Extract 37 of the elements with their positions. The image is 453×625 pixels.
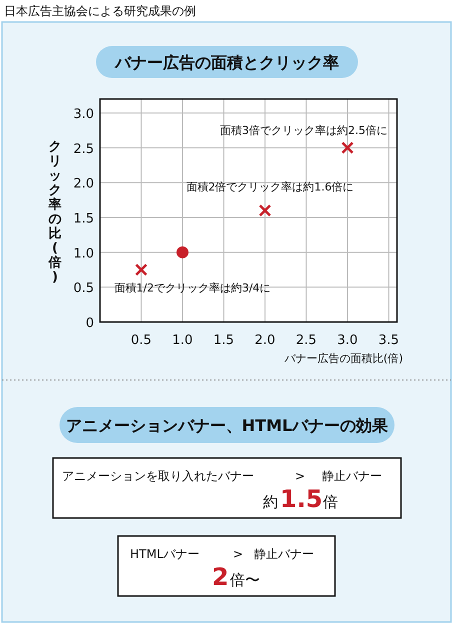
x-tick-label: 1.0	[172, 333, 193, 348]
y-tick-label: 0.5	[73, 281, 94, 296]
text: 静止バナー	[322, 469, 382, 483]
text: アニメーションを取り入れたバナー	[62, 469, 254, 483]
point	[341, 142, 354, 154]
x-axis-title: バナー広告の面積比(倍)	[283, 352, 403, 365]
text: 倍〜	[230, 571, 260, 589]
annotation: 面積3倍でクリック率は約2.5倍に	[220, 124, 388, 137]
text: 日本広告主協会による研究成果の例	[4, 4, 196, 18]
point	[258, 204, 272, 217]
y-tick-label: 1.0	[73, 246, 94, 262]
y-tick-label: 1.5	[73, 211, 94, 226]
text: 2	[212, 563, 229, 591]
text: 1.5	[280, 485, 323, 513]
chart-title: バナー広告の面積とクリック率	[114, 53, 339, 72]
x-tick-label: 2.0	[254, 333, 276, 348]
point	[135, 263, 148, 276]
text: HTMLバナー	[130, 547, 200, 561]
point	[176, 246, 188, 258]
text: 静止バナー	[254, 547, 314, 561]
text: アニメーションバナー、HTMLバナーの効果	[66, 416, 390, 435]
text: >	[232, 547, 244, 561]
y-tick-label: 3.0	[73, 106, 94, 122]
y-tick-label: 0	[86, 316, 94, 331]
x-tick-label: 0.5	[130, 333, 152, 348]
text: 倍	[323, 493, 338, 511]
y-tick-label: 2.0	[73, 176, 94, 192]
y-tick-label: 2.5	[73, 142, 94, 157]
x-tick-label: 2.5	[296, 333, 317, 348]
annotation: 面積2倍でクリック率は約1.6倍に	[186, 180, 354, 194]
x-tick-label: 3.0	[337, 333, 358, 348]
annotation: 面積1/2でクリック率は約3/4に	[114, 282, 271, 295]
x-tick-label: 3.5	[378, 333, 400, 348]
text: クリック率の比(倍)	[48, 139, 62, 285]
text: >	[294, 469, 306, 483]
x-tick-label: 1.5	[213, 333, 234, 348]
text: 約	[263, 493, 278, 511]
